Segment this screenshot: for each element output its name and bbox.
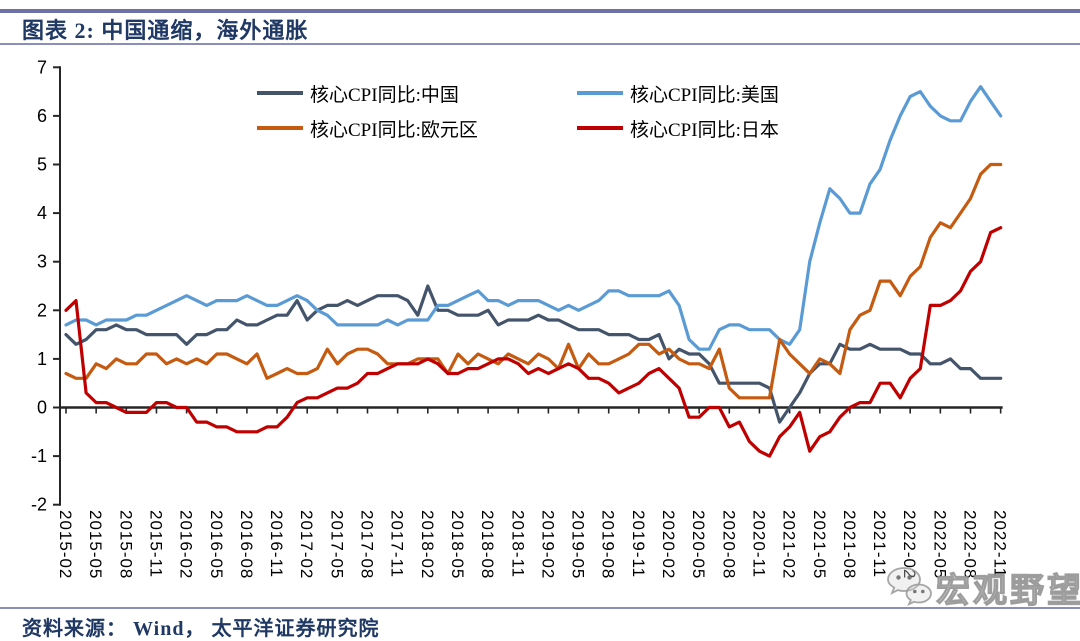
svg-text:4: 4: [37, 203, 47, 223]
legend-label-china: 核心CPI同比:中国: [310, 84, 459, 106]
svg-text:2018-08: 2018-08: [478, 510, 497, 579]
svg-text:2: 2: [37, 300, 47, 320]
svg-text:2020-11: 2020-11: [750, 510, 769, 578]
footer-rule: [0, 607, 1080, 609]
legend-line-swatch-eurozone: [257, 126, 303, 130]
svg-text:2021-11: 2021-11: [870, 510, 889, 578]
svg-text:1: 1: [37, 349, 47, 369]
svg-text:2015-05: 2015-05: [86, 510, 105, 579]
legend-line-swatch-china: [257, 91, 303, 95]
svg-text:2019-02: 2019-02: [538, 510, 557, 579]
svg-text:6: 6: [37, 106, 47, 126]
svg-text:2022-08: 2022-08: [961, 510, 980, 579]
svg-text:0: 0: [37, 398, 47, 418]
svg-text:2019-11: 2019-11: [629, 510, 648, 578]
legend-label-us: 核心CPI同比:美国: [630, 84, 779, 106]
svg-text:2021-02: 2021-02: [780, 510, 799, 579]
svg-text:2022-05: 2022-05: [930, 510, 949, 579]
svg-text:2022-11: 2022-11: [991, 510, 1010, 578]
legend-item-japan: 核心CPI同比:日本: [577, 117, 779, 141]
svg-text:2021-08: 2021-08: [840, 510, 859, 579]
svg-text:2015-02: 2015-02: [56, 510, 75, 579]
legend-item-china: 核心CPI同比:中国: [257, 82, 459, 106]
svg-text:2022-02: 2022-02: [900, 510, 919, 579]
svg-text:2016-11: 2016-11: [267, 510, 286, 578]
source-note: 资料来源： Wind， 太平洋证券研究院: [22, 618, 380, 640]
svg-text:2017-02: 2017-02: [297, 510, 316, 579]
svg-text:2018-05: 2018-05: [448, 510, 467, 579]
legend-label-japan: 核心CPI同比:日本: [630, 119, 779, 141]
svg-text:2020-05: 2020-05: [689, 510, 708, 579]
legend-label-eurozone: 核心CPI同比:欧元区: [310, 119, 478, 141]
svg-text:2018-11: 2018-11: [508, 510, 527, 578]
svg-text:5: 5: [37, 155, 47, 175]
svg-text:2017-05: 2017-05: [327, 510, 346, 579]
svg-text:2019-05: 2019-05: [569, 510, 588, 579]
svg-text:2016-05: 2016-05: [207, 510, 226, 579]
svg-text:7: 7: [37, 57, 47, 77]
svg-text:-1: -1: [31, 446, 47, 466]
top-rule: [0, 9, 1080, 13]
svg-text:2019-08: 2019-08: [599, 510, 618, 579]
svg-text:2016-08: 2016-08: [237, 510, 256, 579]
svg-text:2020-02: 2020-02: [659, 510, 678, 579]
svg-text:2017-08: 2017-08: [358, 510, 377, 579]
figure-title: 图表 2: 中国通缩，海外通胀: [22, 18, 309, 43]
legend-line-swatch-us: [577, 91, 623, 95]
svg-text:2016-02: 2016-02: [177, 510, 196, 579]
legend-item-us: 核心CPI同比:美国: [577, 82, 779, 106]
svg-text:2015-11: 2015-11: [146, 510, 165, 578]
svg-text:-2: -2: [31, 495, 47, 515]
svg-text:2021-05: 2021-05: [810, 510, 829, 579]
svg-text:3: 3: [37, 252, 47, 272]
svg-text:2017-11: 2017-11: [388, 510, 407, 578]
legend-item-eurozone: 核心CPI同比:欧元区: [257, 117, 478, 141]
svg-text:2015-08: 2015-08: [116, 510, 135, 579]
svg-text:2018-02: 2018-02: [418, 510, 437, 579]
legend-line-swatch-japan: [577, 126, 623, 130]
title-underline: [0, 43, 1080, 45]
svg-text:2020-08: 2020-08: [719, 510, 738, 579]
